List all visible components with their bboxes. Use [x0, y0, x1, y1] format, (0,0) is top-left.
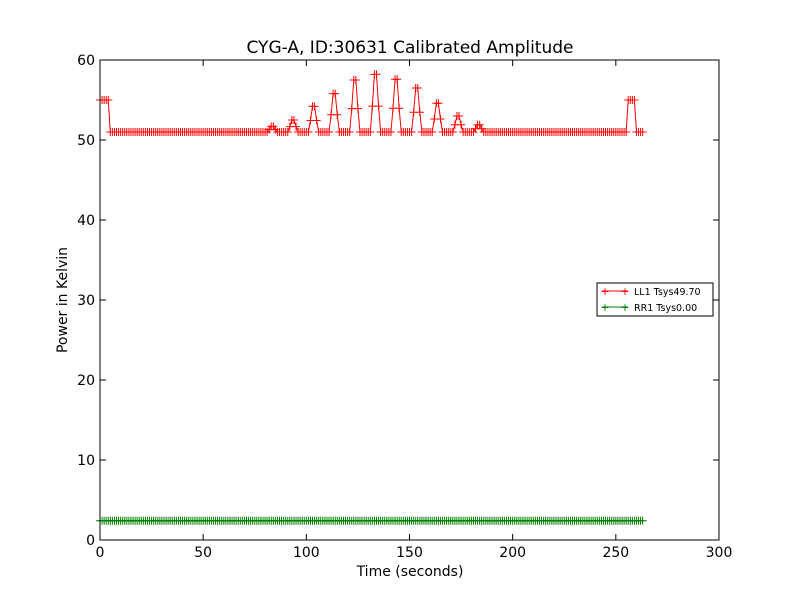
data-point [393, 75, 402, 84]
data-point [638, 516, 647, 525]
legend-marker-rr1-end: + [620, 301, 629, 314]
x-axis-label: Time (seconds) [356, 564, 464, 580]
y-tick-label: 10 [77, 453, 95, 469]
legend-label-ll1: LL1 Tsys49.70 [634, 287, 701, 298]
data-point [469, 128, 478, 136]
data-point [622, 128, 631, 136]
y-tick-label: 20 [77, 373, 95, 389]
data-point [353, 104, 362, 113]
data-point [374, 102, 383, 111]
data-point [345, 128, 354, 136]
data-point [289, 116, 298, 124]
data-point [310, 102, 319, 111]
data-point [455, 112, 464, 120]
y-tick-label: 60 [77, 53, 95, 69]
data-point [477, 124, 486, 133]
legend-marker-ll1-end: + [620, 285, 629, 298]
data-point [448, 128, 457, 136]
data-point [283, 128, 292, 136]
legend-frame [596, 282, 714, 317]
data-point [333, 110, 342, 119]
x-tick-label: 100 [293, 545, 320, 561]
data-point [457, 120, 466, 129]
x-tick-label: 300 [706, 545, 733, 561]
data-point [351, 76, 360, 84]
y-axis-label: Power in Kelvin [55, 247, 71, 353]
axes-layer: 0 50 100 150 200 250 300 0 10 20 30 40 50 60 [77, 53, 732, 561]
legend-marker-rr1: + [600, 301, 609, 314]
x-tick-label: 50 [194, 545, 212, 561]
data-point [630, 96, 639, 104]
chart-title: CYG-A, ID:30631 Calibrated Amplitude [246, 38, 573, 58]
series-markers-1 [96, 516, 647, 525]
data-point [638, 128, 647, 136]
series-markers-0 [96, 70, 647, 136]
data-point [395, 104, 404, 113]
y-tick-label: 0 [86, 533, 95, 549]
x-tick-label: 150 [396, 545, 423, 561]
data-point [415, 108, 424, 117]
series-0 [96, 70, 647, 136]
data-point [292, 122, 301, 131]
data-point [104, 96, 113, 104]
data-point [434, 99, 443, 108]
legend-item-ll1: + + LL1 Tsys49.70 [600, 285, 700, 298]
series-1 [96, 516, 647, 525]
legend: + + LL1 Tsys49.70 + + RR1 Tsys0.00 [596, 282, 714, 317]
legend-marker-ll1: + [600, 285, 609, 298]
legend-label-rr1: RR1 Tsys0.00 [634, 303, 697, 314]
data-point [413, 84, 422, 92]
data-point [372, 70, 381, 79]
data-point [331, 89, 340, 98]
data-point [304, 128, 313, 136]
series-layer [96, 70, 647, 525]
data-point [312, 116, 321, 125]
data-point [428, 128, 437, 136]
data-point [386, 128, 395, 136]
data-point [475, 120, 484, 129]
x-tick-label: 200 [499, 545, 526, 561]
y-tick-label: 30 [77, 293, 95, 309]
legend-item-rr1: + + RR1 Tsys0.00 [600, 301, 697, 314]
x-tick-label: 0 [96, 545, 105, 561]
x-tick-label: 250 [602, 545, 629, 561]
y-tick-label: 40 [77, 213, 95, 229]
data-point [407, 128, 416, 136]
data-point [436, 115, 445, 124]
data-point [366, 128, 375, 136]
y-tick-label: 50 [77, 133, 95, 149]
data-point [325, 128, 334, 136]
